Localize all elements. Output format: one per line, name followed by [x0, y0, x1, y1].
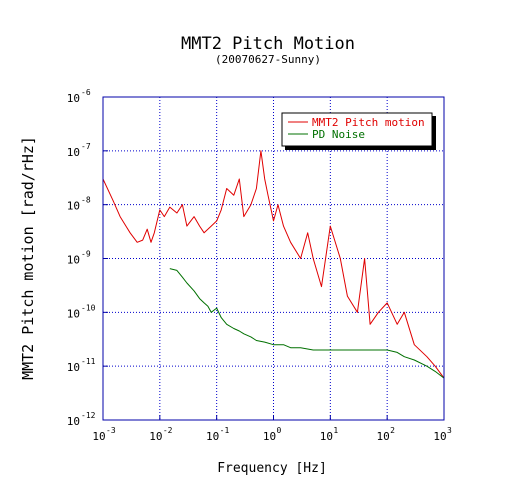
- x-tick-label: 10: [149, 430, 162, 443]
- x-tick-exponent: -3: [106, 426, 116, 435]
- x-tick-label: 10: [263, 430, 276, 443]
- plot-frame: [102, 96, 445, 421]
- series-line-pitch-motion: [102, 150, 445, 379]
- legend-box: [281, 112, 433, 147]
- chart-subtitle: (20070627-Sunny): [215, 53, 321, 66]
- x-tick-exponent: 1: [333, 426, 338, 435]
- series-line-pd-noise: [169, 268, 445, 379]
- legend-label-pd-noise: PD Noise: [312, 128, 365, 141]
- x-tick-label: 10: [377, 430, 390, 443]
- x-tick-label: 10: [320, 430, 333, 443]
- x-tick-exponent: -2: [163, 426, 173, 435]
- x-tick-exponent: 2: [390, 426, 395, 435]
- legend-label-pitch: MMT2 Pitch motion: [312, 116, 425, 129]
- y-tick-exponent: -7: [81, 142, 91, 151]
- y-tick-label: 10: [67, 361, 80, 374]
- x-tick-exponent: 0: [277, 426, 282, 435]
- y-axis-label: MMT2 Pitch motion [rad/rHz]: [19, 136, 37, 380]
- y-tick-exponent: -8: [81, 196, 91, 205]
- y-tick-label: 10: [67, 200, 80, 213]
- x-tick-label: 10: [206, 430, 219, 443]
- y-tick-label: 10: [67, 415, 80, 428]
- chart-title: MMT2 Pitch Motion: [181, 34, 355, 54]
- x-tick-label: 10: [433, 430, 446, 443]
- y-tick-exponent: -11: [81, 357, 96, 366]
- y-tick-label: 10: [67, 92, 80, 105]
- y-tick-exponent: -9: [81, 250, 91, 259]
- x-tick-exponent: -1: [220, 426, 230, 435]
- y-tick-exponent: -6: [81, 88, 91, 97]
- x-tick-exponent: 3: [447, 426, 452, 435]
- x-tick-labels: 10 -3 10 -2 10 -1 10 0 10 1 10 2 10 3: [92, 426, 452, 443]
- x-tick-label: 10: [92, 430, 105, 443]
- y-tick-label: 10: [67, 146, 80, 159]
- y-tick-exponent: -10: [81, 303, 96, 312]
- legend: MMT2 Pitch motion PD Noise: [281, 112, 436, 150]
- x-axis-label: Frequency [Hz]: [217, 461, 327, 476]
- y-tick-label: 10: [67, 254, 80, 267]
- series-layer: [102, 150, 445, 379]
- y-tick-exponent: -12: [81, 411, 96, 420]
- y-tick-label: 10: [67, 307, 80, 320]
